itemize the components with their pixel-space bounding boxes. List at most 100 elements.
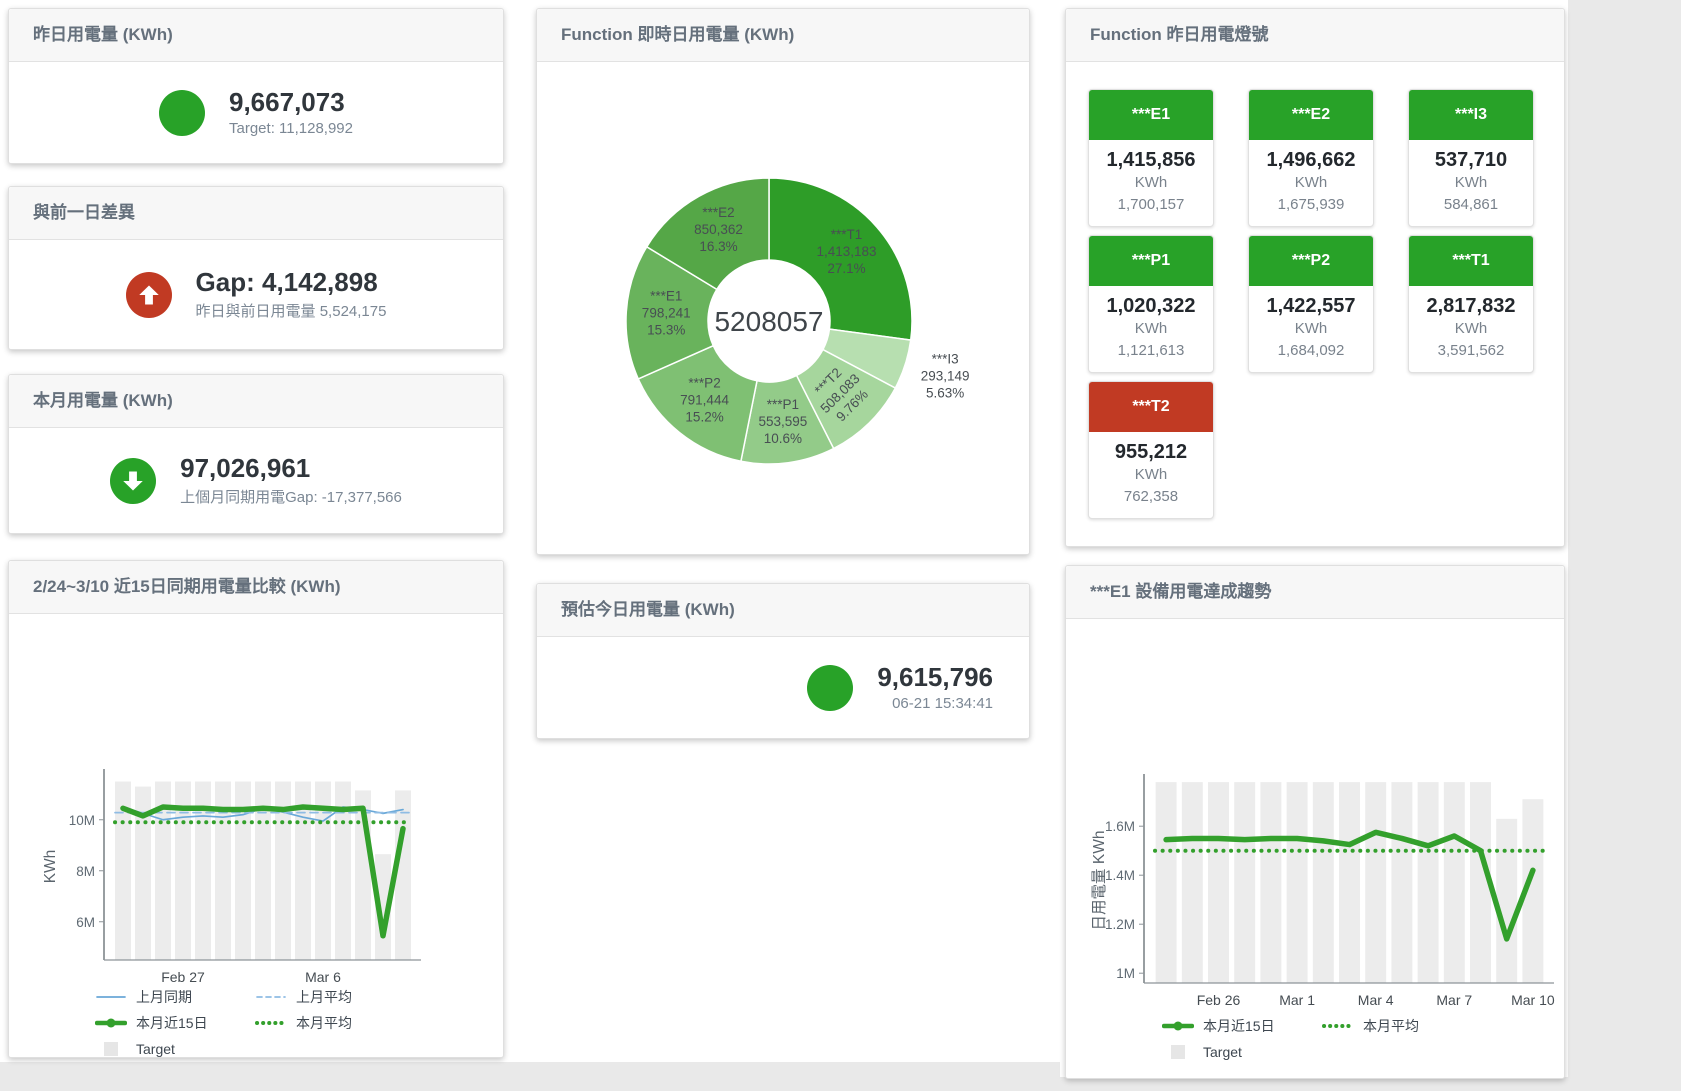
light-tile-unit: KWh xyxy=(1294,320,1328,337)
card-yesterday-usage: 昨日用電量 (KWh) 9,667,073 Target: 11,128,992 xyxy=(8,8,504,164)
legend-sample-icon xyxy=(255,1021,287,1025)
legend-label: 上月平均 xyxy=(296,989,352,1005)
legend-sample-icon xyxy=(1322,1024,1354,1028)
estimate-timestamp: 06-21 15:34:41 xyxy=(892,695,993,713)
svg-text:Mar 4: Mar 4 xyxy=(1358,992,1394,1008)
status-indicator-circle xyxy=(110,457,157,504)
light-tile-unit: KWh xyxy=(1294,174,1328,191)
card-title: 2/24~3/10 近15日同期用電量比較 (KWh) xyxy=(9,561,503,614)
legend-item[interactable]: Target xyxy=(95,1039,255,1059)
light-tile-name: ***P1 xyxy=(1089,236,1213,286)
legend-label: 本月平均 xyxy=(296,1015,352,1031)
legend-sample-icon xyxy=(96,996,126,998)
month-usage-subtitle: 上個月同期用電Gap: -17,377,566 xyxy=(180,489,402,507)
card-e1-trend-chart: ***E1 設備用電達成趨勢 1M 1.2M 1.4M 1.6M 日用電量 KWh Feb… xyxy=(1065,565,1565,1079)
legend-sample-icon xyxy=(95,1018,127,1028)
usage-value: 9,667,073 xyxy=(229,86,345,117)
card-title: Function 昨日用電燈號 xyxy=(1066,9,1564,62)
light-tile-value: 955,212 xyxy=(1114,441,1188,463)
svg-text:1M: 1M xyxy=(1116,966,1135,981)
arrow-up-icon xyxy=(138,284,159,305)
legend-label: Target xyxy=(1203,1044,1242,1060)
card-yesterday-lights: Function 昨日用電燈號 ***E1 1,415,856 KWh 1,70… xyxy=(1065,8,1565,547)
svg-text:***T2508,0839.76%: ***T2508,0839.76% xyxy=(805,359,874,428)
light-tile-t1[interactable]: ***T1 2,817,832 KWh 3,591,562 xyxy=(1408,235,1534,373)
light-tiles-grid: ***E1 1,415,856 KWh 1,700,157 ***E2 1,49… xyxy=(1088,89,1534,519)
card-title: 與前一日差異 xyxy=(9,187,503,240)
light-tile-unit: KWh xyxy=(1134,320,1168,337)
legend-item[interactable]: 本月近15日 xyxy=(1162,1016,1322,1036)
light-tile-value: 2,817,832 xyxy=(1426,295,1516,317)
bottom-gutter xyxy=(0,1062,1060,1091)
legend-item[interactable]: 本月平均 xyxy=(1322,1016,1419,1036)
arrow-down-icon xyxy=(123,470,143,491)
svg-text:1.6M: 1.6M xyxy=(1105,819,1135,834)
estimate-value: 9,615,796 xyxy=(877,661,993,692)
legend-sample-icon xyxy=(104,1042,118,1056)
light-tile-e1[interactable]: ***E1 1,415,856 KWh 1,700,157 xyxy=(1088,89,1214,227)
light-tile-i3[interactable]: ***I3 537,710 KWh 584,861 xyxy=(1408,89,1534,227)
light-tile-target: 1,700,157 xyxy=(1117,196,1185,213)
legend-item[interactable]: 本月平均 xyxy=(255,1013,352,1033)
svg-text:1.4M: 1.4M xyxy=(1105,868,1135,883)
light-tile-target: 1,121,613 xyxy=(1117,342,1185,359)
light-tile-target: 584,861 xyxy=(1443,196,1499,213)
legend-item[interactable]: 上月同期 xyxy=(95,987,255,1007)
card-estimate-today: 預估今日用電量 (KWh) 9,615,796 06-21 15:34:41 xyxy=(536,583,1030,739)
svg-text:KWh: KWh xyxy=(42,850,59,884)
legend-label: 本月平均 xyxy=(1363,1018,1419,1034)
svg-text:8M: 8M xyxy=(76,864,95,879)
realtime-usage-donut-chart[interactable]: ***T1 1,413,183 27.1% ***I3 293,149 5.63% ***T… xyxy=(537,9,1029,554)
light-tile-target: 1,684,092 xyxy=(1277,342,1345,359)
light-tile-unit: KWh xyxy=(1454,320,1488,337)
card-title: ***E1 設備用電達成趨勢 xyxy=(1066,566,1564,619)
bottom-gutter-2 xyxy=(1060,1077,1568,1091)
legend-label: 本月近15日 xyxy=(1203,1018,1275,1034)
card-title: 本月用電量 (KWh) xyxy=(9,375,503,428)
legend-label: Target xyxy=(136,1041,175,1057)
light-tile-target: 3,591,562 xyxy=(1437,342,1505,359)
light-tile-value: 1,422,557 xyxy=(1266,295,1356,317)
legend-item[interactable]: 上月平均 xyxy=(255,987,352,1007)
light-tile-value: 537,710 xyxy=(1434,149,1508,171)
legend-label: 上月同期 xyxy=(136,989,192,1005)
light-tile-e2[interactable]: ***E2 1,496,662 KWh 1,675,939 xyxy=(1248,89,1374,227)
light-tile-target: 762,358 xyxy=(1123,488,1179,505)
light-tile-p2[interactable]: ***P2 1,422,557 KWh 1,684,092 xyxy=(1248,235,1374,373)
right-gutter xyxy=(1568,0,1681,1091)
light-tile-value: 1,496,662 xyxy=(1266,149,1356,171)
svg-text:日用電量 KWh: 日用電量 KWh xyxy=(1091,831,1108,931)
status-indicator-circle xyxy=(807,664,854,711)
svg-text:Mar 10: Mar 10 xyxy=(1511,992,1555,1008)
light-tile-value: 1,020,322 xyxy=(1106,295,1196,317)
card-usage-compare-chart: 2/24~3/10 近15日同期用電量比較 (KWh) 6M 8M 10M KWh Fe… xyxy=(8,560,504,1058)
light-tile-t2[interactable]: ***T2 955,212 KWh 762,358 xyxy=(1088,381,1214,519)
legend-item[interactable]: 本月近15日 xyxy=(95,1013,255,1033)
light-tile-name: ***E1 xyxy=(1089,90,1213,140)
chart-legend: 本月近15日 本月平均 Target xyxy=(1162,1016,1419,1062)
svg-text:Feb 26: Feb 26 xyxy=(1197,992,1241,1008)
light-tile-name: ***E2 xyxy=(1249,90,1373,140)
legend-sample-icon xyxy=(1171,1045,1185,1059)
legend-item[interactable]: Target xyxy=(1162,1042,1322,1062)
legend-label: 本月近15日 xyxy=(136,1015,208,1031)
card-month-usage: 本月用電量 (KWh) 97,026,961 上個月同期用電Gap: -17,3… xyxy=(8,374,504,534)
card-day-gap: 與前一日差異 Gap: 4,142,898 昨日與前日用電量 5,524,175 xyxy=(8,186,504,350)
light-tile-p1[interactable]: ***P1 1,020,322 KWh 1,121,613 xyxy=(1088,235,1214,373)
month-usage-value: 97,026,961 xyxy=(180,452,311,483)
usage-compare-chart[interactable]: 6M 8M 10M KWh Feb 27 Mar 6 xyxy=(9,561,503,1057)
chart-legend: 上月同期 上月平均本月近15日 本月平均 Target xyxy=(95,987,352,1059)
gap-subtitle: 昨日與前日用電量 5,524,175 xyxy=(195,303,387,321)
svg-text:1.2M: 1.2M xyxy=(1105,917,1135,932)
light-tile-name: ***I3 xyxy=(1409,90,1533,140)
svg-text:Mar 7: Mar 7 xyxy=(1436,992,1472,1008)
light-tile-target: 1,675,939 xyxy=(1277,196,1345,213)
usage-target: Target: 11,128,992 xyxy=(229,120,353,138)
card-realtime-usage-donut: Function 即時日用電量 (KWh) ***T1 1,413,183 27.1… xyxy=(536,8,1030,555)
